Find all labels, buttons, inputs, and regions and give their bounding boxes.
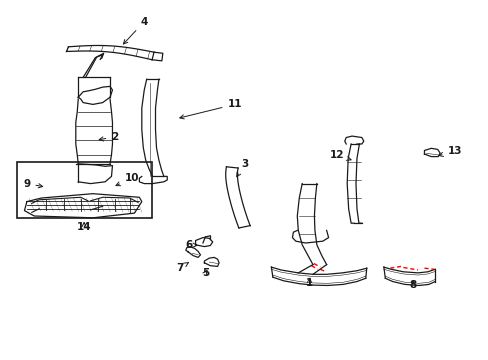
Bar <box>17 162 151 218</box>
Text: 7: 7 <box>175 262 188 273</box>
Text: 10: 10 <box>116 173 139 186</box>
Text: 5: 5 <box>202 268 208 278</box>
Text: 4: 4 <box>123 17 148 44</box>
Text: 8: 8 <box>409 280 416 291</box>
Text: 6: 6 <box>185 240 197 250</box>
Text: 14: 14 <box>77 222 91 232</box>
Text: 11: 11 <box>180 99 242 119</box>
Text: 9: 9 <box>23 179 42 189</box>
Text: 2: 2 <box>99 132 118 142</box>
Text: 13: 13 <box>438 146 461 157</box>
Text: 1: 1 <box>305 278 312 288</box>
Text: 12: 12 <box>329 150 350 160</box>
Text: 3: 3 <box>236 159 247 177</box>
